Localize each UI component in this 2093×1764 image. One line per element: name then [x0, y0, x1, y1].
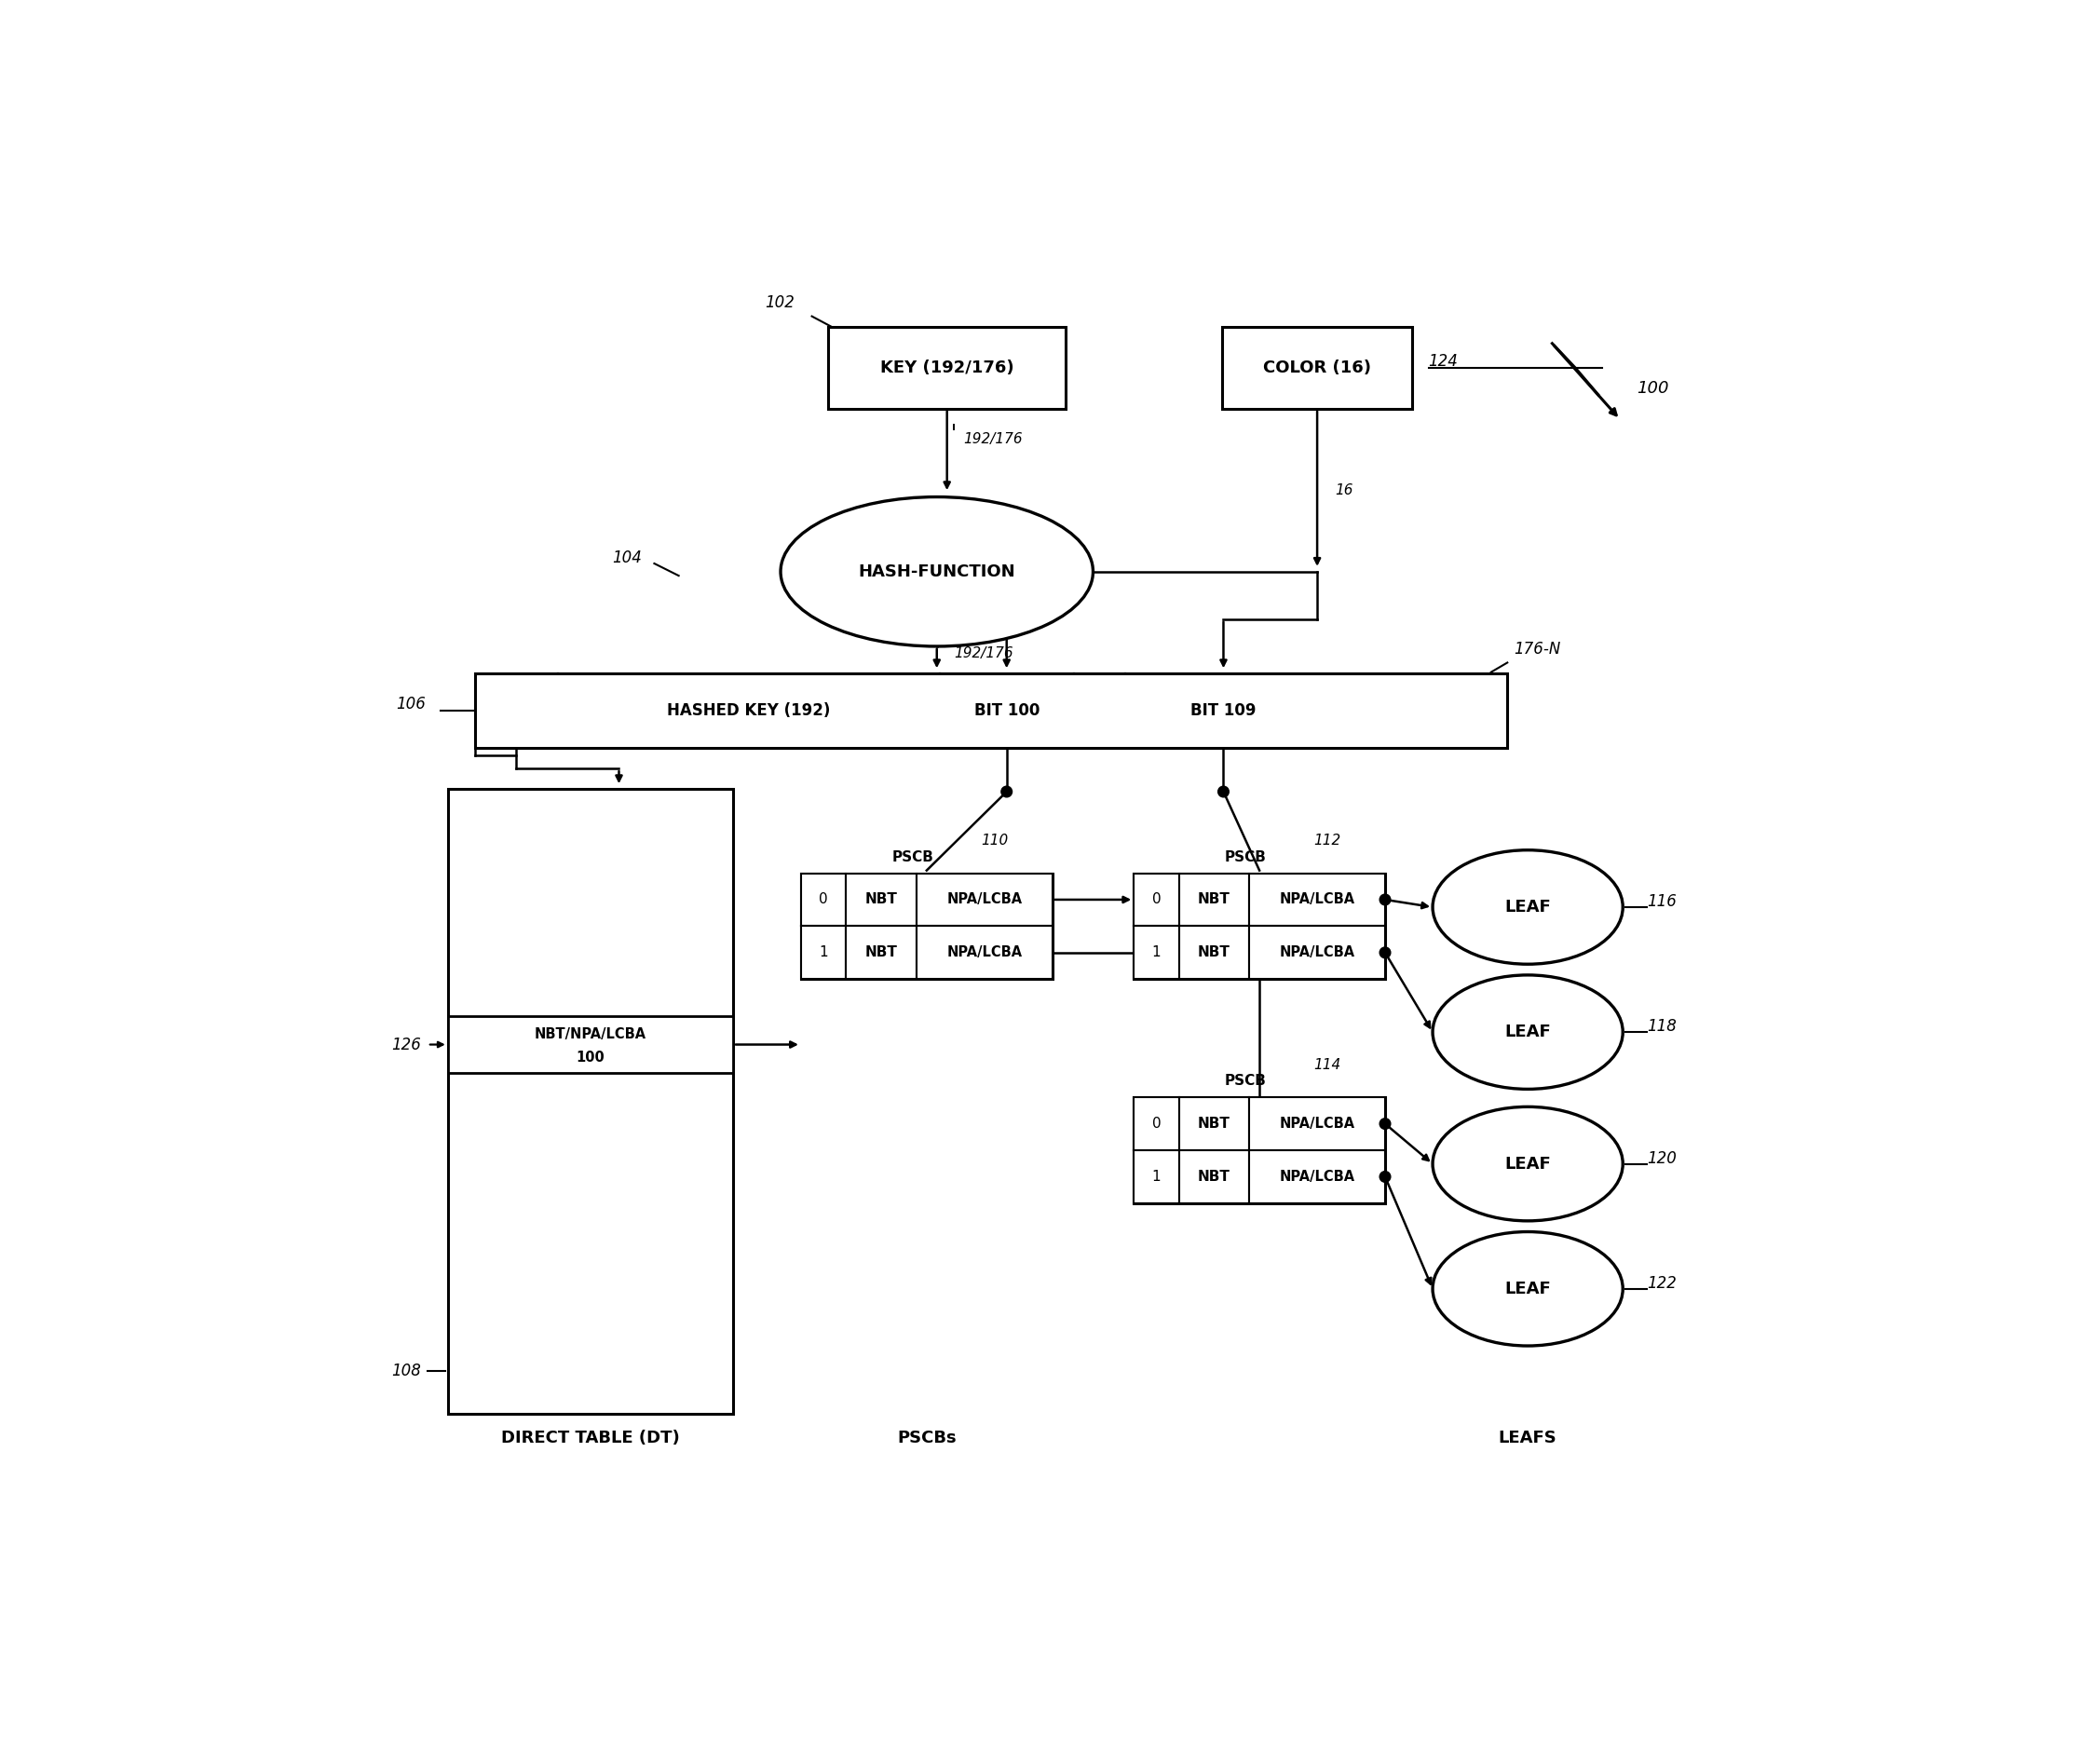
Text: NBT: NBT: [1197, 893, 1231, 907]
Text: NBT: NBT: [1197, 946, 1231, 960]
Bar: [829, 326, 1065, 409]
Bar: [1250, 926, 1386, 979]
Text: 1: 1: [1151, 1170, 1162, 1184]
Text: 118: 118: [1647, 1018, 1676, 1035]
Text: 1: 1: [818, 946, 829, 960]
Text: BIT 100: BIT 100: [973, 702, 1040, 720]
Text: 1: 1: [1151, 946, 1162, 960]
Text: HASH-FUNCTION: HASH-FUNCTION: [858, 563, 1015, 580]
Text: NPA/LCBA: NPA/LCBA: [946, 893, 1021, 907]
Bar: [917, 926, 1053, 979]
Text: NBT/NPA/LCBA: NBT/NPA/LCBA: [534, 1028, 647, 1041]
Text: 126: 126: [391, 1035, 421, 1053]
Text: 116: 116: [1647, 893, 1676, 910]
Bar: [1134, 873, 1178, 926]
Text: 122: 122: [1647, 1275, 1676, 1291]
Bar: [846, 926, 917, 979]
Bar: [1134, 1097, 1178, 1150]
Text: NPA/LCBA: NPA/LCBA: [946, 946, 1021, 960]
Text: NBT: NBT: [1197, 1170, 1231, 1184]
Circle shape: [1379, 894, 1390, 905]
Text: NBT: NBT: [864, 893, 898, 907]
Bar: [1178, 1150, 1250, 1203]
Text: LEAF: LEAF: [1505, 1023, 1551, 1041]
Text: PSCB: PSCB: [1224, 1074, 1266, 1088]
Bar: [1250, 1097, 1386, 1150]
Text: PSCB: PSCB: [892, 850, 933, 864]
Ellipse shape: [1432, 850, 1622, 965]
Ellipse shape: [781, 497, 1093, 646]
Bar: [1178, 926, 1250, 979]
Text: NBT: NBT: [864, 946, 898, 960]
Circle shape: [1379, 1171, 1390, 1182]
Bar: [1250, 873, 1386, 926]
Bar: [475, 674, 1507, 748]
Text: PSCB: PSCB: [1224, 850, 1266, 864]
Bar: [1134, 1150, 1178, 1203]
Text: 100: 100: [576, 1050, 605, 1064]
Bar: [1250, 1150, 1386, 1203]
Text: BIT 109: BIT 109: [1191, 702, 1256, 720]
Circle shape: [1379, 1118, 1390, 1129]
Text: 100: 100: [1637, 379, 1668, 397]
Bar: [448, 789, 733, 1413]
Bar: [448, 1016, 733, 1073]
Text: 104: 104: [613, 550, 643, 566]
Text: 112: 112: [1314, 834, 1342, 847]
Text: 176-N: 176-N: [1513, 640, 1561, 658]
Ellipse shape: [1432, 1231, 1622, 1346]
Circle shape: [1379, 947, 1390, 958]
Bar: [846, 873, 917, 926]
Text: NBT: NBT: [1197, 1117, 1231, 1131]
Text: 192/176: 192/176: [954, 646, 1013, 660]
Circle shape: [1218, 787, 1229, 797]
Bar: [1178, 873, 1250, 926]
Bar: [1134, 1097, 1386, 1203]
Text: 0: 0: [1151, 1117, 1162, 1131]
Text: 0: 0: [818, 893, 829, 907]
Text: NPA/LCBA: NPA/LCBA: [1279, 946, 1354, 960]
Bar: [1178, 1097, 1250, 1150]
Text: 0: 0: [1151, 893, 1162, 907]
Bar: [1134, 873, 1386, 979]
Text: 108: 108: [391, 1364, 421, 1379]
Text: 16: 16: [1335, 483, 1352, 497]
Ellipse shape: [1432, 975, 1622, 1088]
Bar: [1222, 326, 1413, 409]
Circle shape: [1000, 787, 1013, 797]
Text: 114: 114: [1314, 1058, 1342, 1073]
Text: PSCBs: PSCBs: [898, 1431, 957, 1446]
Text: LEAF: LEAF: [1505, 1155, 1551, 1173]
Text: 192/176: 192/176: [963, 432, 1023, 446]
Bar: [917, 873, 1053, 926]
Text: 110: 110: [982, 834, 1009, 847]
Text: NPA/LCBA: NPA/LCBA: [1279, 1117, 1354, 1131]
Text: KEY (192/176): KEY (192/176): [881, 360, 1013, 376]
Text: 120: 120: [1647, 1150, 1676, 1166]
Text: COLOR (16): COLOR (16): [1264, 360, 1371, 376]
Text: HASHED KEY (192): HASHED KEY (192): [668, 702, 831, 720]
Text: LEAF: LEAF: [1505, 898, 1551, 916]
Bar: [802, 926, 846, 979]
Text: DIRECT TABLE (DT): DIRECT TABLE (DT): [500, 1431, 680, 1446]
Text: NPA/LCBA: NPA/LCBA: [1279, 1170, 1354, 1184]
Bar: [802, 873, 846, 926]
Text: LEAFS: LEAFS: [1499, 1431, 1557, 1446]
Text: LEAF: LEAF: [1505, 1281, 1551, 1297]
Ellipse shape: [1432, 1106, 1622, 1221]
Text: 124: 124: [1430, 353, 1459, 369]
Bar: [802, 873, 1053, 979]
Text: NPA/LCBA: NPA/LCBA: [1279, 893, 1354, 907]
Text: 102: 102: [764, 295, 793, 310]
Text: 106: 106: [396, 695, 427, 713]
Bar: [1134, 926, 1178, 979]
